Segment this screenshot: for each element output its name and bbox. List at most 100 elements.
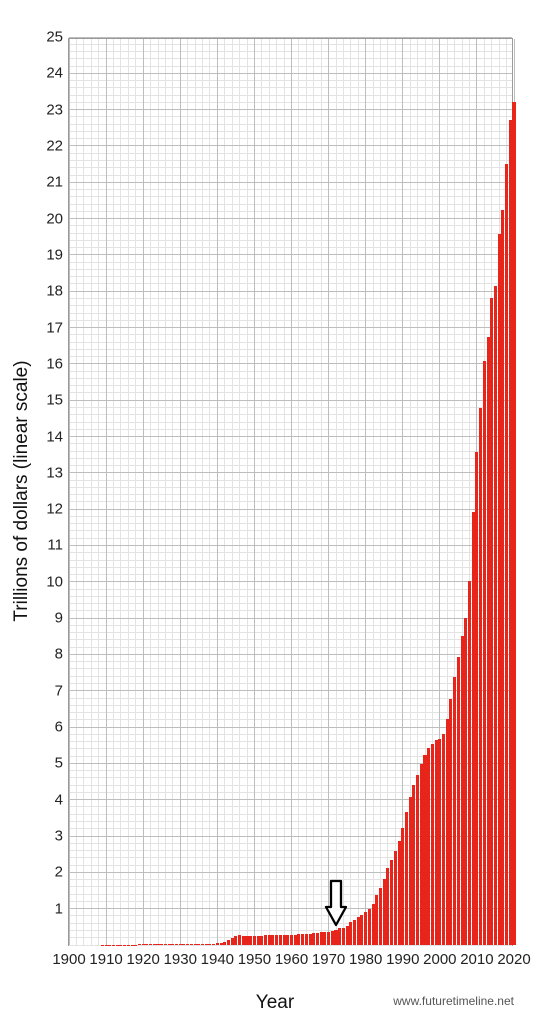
bar [223,942,226,945]
grid-major-v [254,39,255,945]
bar [423,755,426,945]
bar [364,912,367,945]
bar [472,512,475,945]
grid-major-h [69,363,512,364]
grid-major-v [328,39,329,945]
y-tick-label: 12 [46,501,63,518]
x-tick-label: 1920 [126,951,159,968]
bar [468,581,471,945]
bar [283,935,286,945]
bar [475,452,478,945]
bar [264,935,267,945]
x-tick-label: 1900 [52,951,85,968]
bar [479,408,482,945]
y-tick-label: 22 [46,137,63,154]
grid-major-v [69,39,70,945]
bar [190,944,193,945]
grid-major-h [69,690,512,691]
credit-label: www.futuretimeline.net [393,994,514,1008]
grid-major-v [106,39,107,945]
bar [390,860,393,945]
bar [323,932,326,945]
grid-major-h [69,400,512,401]
grid-major-h [69,182,512,183]
bar [442,734,445,945]
x-axis-title: Year [225,992,325,1014]
grid-major-h [69,145,512,146]
grid-major-h [69,327,512,328]
y-tick-label: 18 [46,283,63,300]
bar [309,934,312,946]
bar [505,164,508,945]
bar [457,657,460,945]
x-tick-label: 1940 [201,951,234,968]
bar [353,920,356,945]
y-tick-label: 24 [46,65,63,82]
x-tick-label: 1960 [275,951,308,968]
bar [153,944,156,945]
x-tick-label: 1950 [238,951,271,968]
bar [182,944,185,945]
bar [512,102,515,945]
bar [168,944,171,945]
y-tick-label: 1 [55,900,63,917]
y-tick-label: 2 [55,864,63,881]
bar [383,879,386,945]
y-tick-label: 15 [46,392,63,409]
bar [360,915,363,945]
bar [279,935,282,945]
bar [242,936,245,945]
bar [357,917,360,945]
y-tick-label: 6 [55,719,63,736]
bar [453,677,456,945]
y-tick-label: 8 [55,646,63,663]
bar [290,935,293,945]
bar [260,936,263,945]
bar [268,935,271,945]
grid-major-v [143,39,144,945]
bar [487,337,490,945]
y-tick-label: 20 [46,210,63,227]
bar [238,935,241,945]
y-tick-label: 21 [46,174,63,191]
y-tick-label: 13 [46,464,63,481]
bar [412,785,415,945]
bar [431,744,434,945]
bar [194,944,197,945]
y-tick-label: 14 [46,428,63,445]
chart-page: US national debt, 1900-2020 Trillions of… [0,0,550,1024]
grid-major-h [69,73,512,74]
y-tick-label: 17 [46,319,63,336]
bar [327,932,330,945]
grid-major-v [217,39,218,945]
bar [145,944,148,945]
bar [405,812,408,945]
x-tick-label: 1970 [312,951,345,968]
bar [156,944,159,945]
bar [494,286,497,945]
bar [160,944,163,945]
bar [234,936,237,945]
bar [398,841,401,945]
x-tick-label: 2000 [423,951,456,968]
bar [342,928,345,945]
bar [297,934,300,945]
y-tick-label: 19 [46,246,63,263]
bar [208,944,211,945]
bar [483,361,486,945]
y-axis-title: Trillions of dollars (linear scale) [11,341,33,641]
grid-major-v [402,39,403,945]
y-tick-label: 11 [47,537,63,554]
grid-major-h [69,654,512,655]
bar [334,930,337,946]
y-tick-label: 10 [46,573,63,590]
bar [149,944,152,945]
bar [249,936,252,945]
bar [216,943,219,945]
bar [464,618,467,945]
bar [220,943,223,945]
bar [305,934,308,945]
bar [301,934,304,945]
x-tick-label: 2020 [497,951,530,968]
bar [501,210,504,945]
